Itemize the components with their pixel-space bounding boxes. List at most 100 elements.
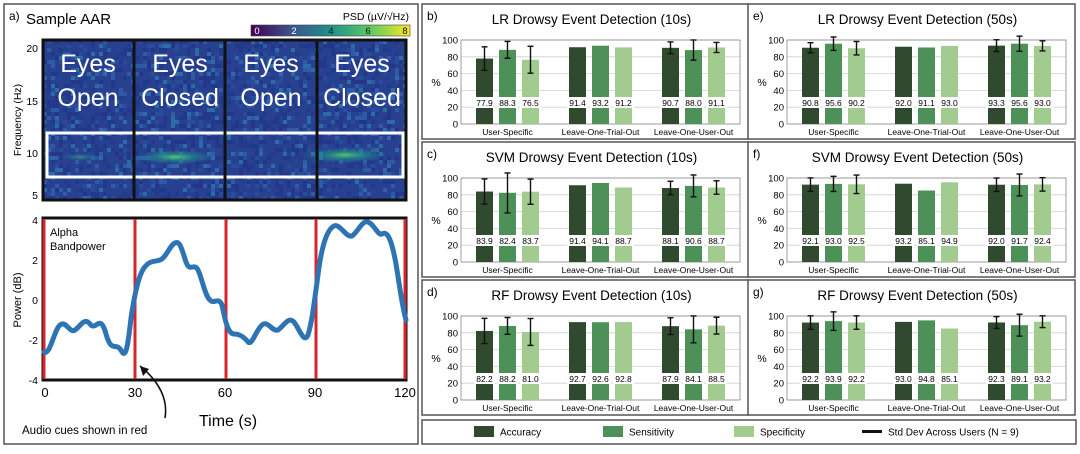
- spectrogram-pixel: [303, 68, 307, 72]
- spectrogram-pixel: [343, 108, 347, 112]
- spectrogram-pixel: [115, 128, 119, 132]
- spectrogram-pixel: [91, 184, 95, 188]
- spectrogram-pixel: [71, 56, 75, 60]
- spectrogram-pixel: [111, 120, 115, 124]
- spectrogram-pixel: [247, 80, 251, 84]
- spectrogram-pixel: [343, 92, 347, 96]
- spectrogram-pixel: [155, 124, 159, 128]
- spectrogram-pixel: [231, 92, 235, 96]
- spectrogram-pixel: [71, 108, 75, 112]
- spectrogram-pixel: [187, 124, 191, 128]
- spectrogram-pixel: [47, 192, 51, 196]
- spectrogram-pixel: [395, 76, 399, 80]
- value-label-bg: [520, 97, 541, 108]
- spectrogram-pixel: [399, 120, 403, 124]
- spectrogram-pixel: [195, 192, 199, 196]
- spectrogram-pixel: [103, 112, 107, 116]
- spectrogram-pixel: [283, 156, 287, 160]
- spectrogram-pixel: [163, 124, 167, 128]
- value-label: 94.9: [941, 236, 958, 246]
- spectrogram-pixel: [323, 184, 327, 188]
- spectrogram-pixel: [347, 192, 351, 196]
- spectrogram-pixel: [59, 108, 63, 112]
- spectrogram-pixel: [219, 136, 223, 140]
- spectrogram-pixel: [371, 56, 375, 60]
- bandpower-x-tick: 120: [394, 385, 416, 400]
- value-label: 88.1: [662, 236, 679, 246]
- spectrogram-pixel: [275, 84, 279, 88]
- spectrogram-pixel: [107, 136, 111, 140]
- spectrogram-pixel: [267, 172, 271, 176]
- spectrogram-pixel: [51, 100, 55, 104]
- spectrogram-pixel: [163, 80, 167, 84]
- legend-swatch: [603, 426, 623, 437]
- value-label-bg: [986, 235, 1007, 246]
- spectrogram-pixel: [99, 112, 103, 116]
- spectrogram-pixel: [79, 40, 83, 44]
- spectrogram-pixel: [203, 76, 207, 80]
- spectrogram-pixel: [395, 108, 399, 112]
- spectrogram-pixel: [215, 52, 219, 56]
- spectrogram-pixel: [379, 64, 383, 68]
- spectrogram-pixel: [111, 124, 115, 128]
- spectrogram-pixel: [99, 180, 103, 184]
- spectrogram-pixel: [71, 188, 75, 192]
- spectrogram-pixel: [399, 172, 403, 176]
- spectrogram-pixel: [91, 172, 95, 176]
- value-label-bg: [706, 235, 727, 246]
- spectrogram-pixel: [51, 172, 55, 176]
- spectrogram-pixel: [275, 48, 279, 52]
- bar: [918, 320, 935, 400]
- spectrogram-pixel: [399, 92, 403, 96]
- legend-items: Accuracy Sensitivity Specificity Std Dev Ac…: [474, 426, 1019, 439]
- spectrogram-pixel: [95, 120, 99, 124]
- spectrogram-pixel: [367, 124, 371, 128]
- spectrogram-pixel: [155, 64, 159, 68]
- spectrogram-pixel: [215, 64, 219, 68]
- spectrogram-pixel: [187, 164, 191, 168]
- value-label: 92.1: [802, 236, 819, 246]
- x-tick-label: User-Specific: [808, 127, 859, 137]
- y-tick-label: 0: [779, 258, 784, 269]
- spectrogram-pixel: [343, 72, 347, 76]
- spectrogram-pixel: [395, 92, 399, 96]
- spectrogram-pixel: [331, 84, 335, 88]
- spectrogram-texture: [43, 40, 407, 200]
- spectrogram-pixel: [155, 100, 159, 104]
- spectrogram-pixel: [167, 136, 171, 140]
- value-label: 93.0: [1034, 98, 1051, 108]
- spectrogram-pixel: [43, 92, 47, 96]
- value-label: 93.2: [895, 236, 912, 246]
- spectrogram-pixel: [379, 164, 383, 168]
- y-tick-label: 60: [447, 207, 458, 218]
- spectrogram-pixel: [319, 124, 323, 128]
- spectrogram-pixel: [295, 88, 299, 92]
- spectrogram-pixel: [79, 56, 83, 60]
- spectrogram-pixel: [55, 100, 59, 104]
- spectrogram-pixel: [203, 56, 207, 60]
- spectrogram-pixel: [295, 180, 299, 184]
- y-tick-label: 20: [447, 241, 458, 252]
- spectrogram-pixel: [259, 192, 263, 196]
- spectrogram-pixel: [359, 52, 363, 56]
- spectrogram-pixel: [195, 184, 199, 188]
- spectrogram-pixel: [63, 148, 67, 152]
- spectrogram-pixel: [115, 180, 119, 184]
- spectrogram-pixel: [111, 76, 115, 80]
- spectrogram-pixel: [155, 144, 159, 148]
- spectrogram-pixel: [219, 48, 223, 52]
- spectrogram-pixel: [367, 80, 371, 84]
- spectrogram-pixel: [55, 188, 59, 192]
- spectrogram-pixel: [251, 48, 255, 52]
- value-label: 83.7: [522, 236, 539, 246]
- spectrogram-pixel: [399, 56, 403, 60]
- spectrogram-pixel: [303, 56, 307, 60]
- spectrogram-pixel: [79, 116, 83, 120]
- spectrogram-pixel: [395, 136, 399, 140]
- value-label: 76.5: [522, 98, 539, 108]
- spectrogram-pixel: [279, 128, 283, 132]
- spectrogram-pixel: [367, 48, 371, 52]
- spectrogram-pixel: [175, 56, 179, 60]
- spectrogram-pixel: [387, 124, 391, 128]
- spectrogram-pixel: [395, 96, 399, 100]
